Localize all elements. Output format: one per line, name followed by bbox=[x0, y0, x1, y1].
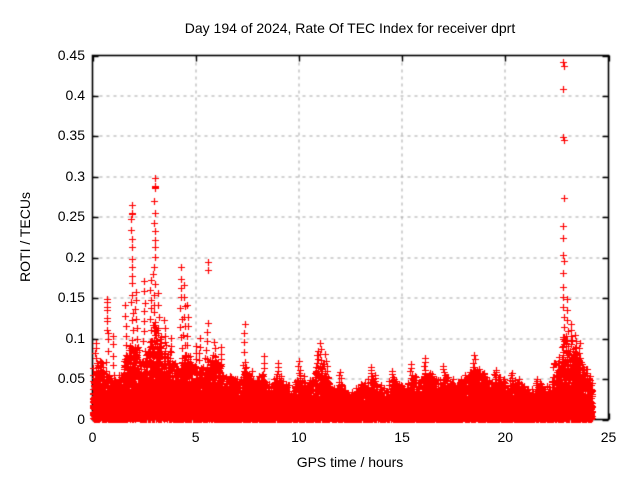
y-axis-label-text: ROTI / TECUs bbox=[17, 192, 33, 282]
y-tick-label: 0.2 bbox=[65, 248, 85, 265]
x-tick-label: 0 bbox=[88, 429, 97, 445]
y-tick-label: 0.3 bbox=[65, 167, 85, 184]
y-tick-label: 0.25 bbox=[57, 208, 85, 225]
y-tick-label: 0.15 bbox=[57, 289, 85, 306]
y-tick-label: 0.05 bbox=[57, 370, 85, 387]
x-tick-label: 10 bbox=[291, 429, 307, 445]
x-tick-label: 25 bbox=[600, 429, 617, 445]
x-tick-label: 15 bbox=[394, 429, 410, 445]
x-axis-label: GPS time / hours bbox=[296, 454, 404, 470]
y-tick-label: 0.4 bbox=[65, 86, 85, 103]
chart-title: Day 194 of 2024, Rate Of TEC Index for r… bbox=[184, 20, 516, 36]
y-tick-label: 0.45 bbox=[57, 46, 85, 63]
y-tick-label: 0 bbox=[77, 410, 85, 427]
x-tick-label: 20 bbox=[497, 429, 514, 445]
x-tick-label: 5 bbox=[191, 429, 200, 445]
y-tick-label: 0.1 bbox=[65, 329, 85, 346]
y-tick-label: 0.35 bbox=[57, 127, 85, 144]
